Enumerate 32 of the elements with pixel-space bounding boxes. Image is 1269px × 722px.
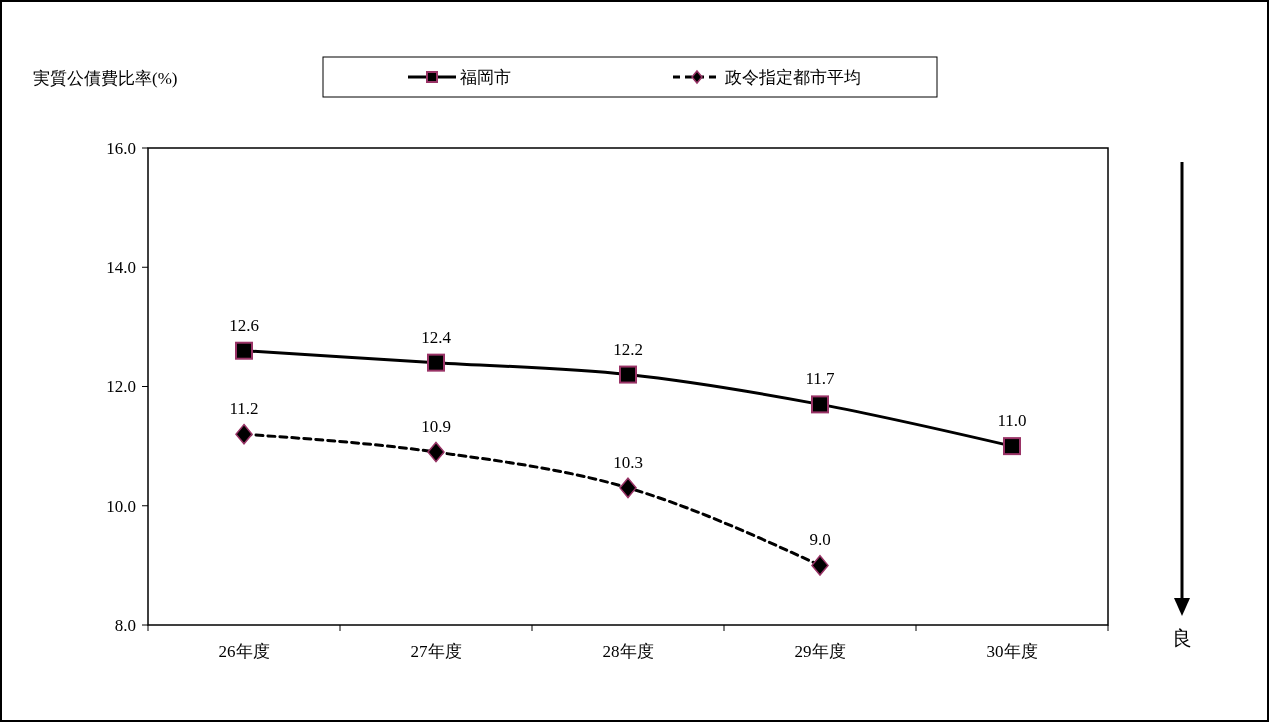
x-tick-label: 27年度 xyxy=(410,642,462,661)
point xyxy=(427,441,445,463)
y-tick-label: 14.0 xyxy=(106,258,136,278)
data-label: 11.2 xyxy=(229,399,259,419)
data-label: 10.3 xyxy=(613,452,643,472)
y-tick-label: 8.0 xyxy=(114,615,136,635)
data-label: 12.2 xyxy=(613,339,643,359)
data-label: 12.6 xyxy=(229,315,259,335)
x-tick-label: 29年度 xyxy=(794,642,846,661)
point xyxy=(619,477,637,499)
data-label: 12.4 xyxy=(421,327,452,347)
x-tick-label: 28年度 xyxy=(602,642,654,661)
legend-label: 政令指定都市平均 xyxy=(725,67,861,87)
data-label: 9.0 xyxy=(809,530,831,550)
x-tick-label: 26年度 xyxy=(218,642,270,661)
x-tick-label: 30年度 xyxy=(986,642,1038,661)
point xyxy=(811,555,829,576)
data-label: 11.0 xyxy=(997,411,1027,431)
y-tick-label: 10.0 xyxy=(106,496,136,516)
y-axis-title: 実質公債費比率(%) xyxy=(33,69,178,88)
y-tick-label: 12.0 xyxy=(106,377,136,397)
point xyxy=(427,353,445,372)
point xyxy=(1003,437,1021,456)
y-tick-label: 16.0 xyxy=(106,138,136,158)
data-label: 10.9 xyxy=(421,417,451,437)
legend-label: 福岡市 xyxy=(460,67,511,87)
data-label: 11.7 xyxy=(805,369,836,389)
point xyxy=(235,423,253,445)
text: 良 xyxy=(1172,627,1192,649)
point xyxy=(235,341,253,360)
point xyxy=(811,395,829,414)
point xyxy=(619,365,637,384)
